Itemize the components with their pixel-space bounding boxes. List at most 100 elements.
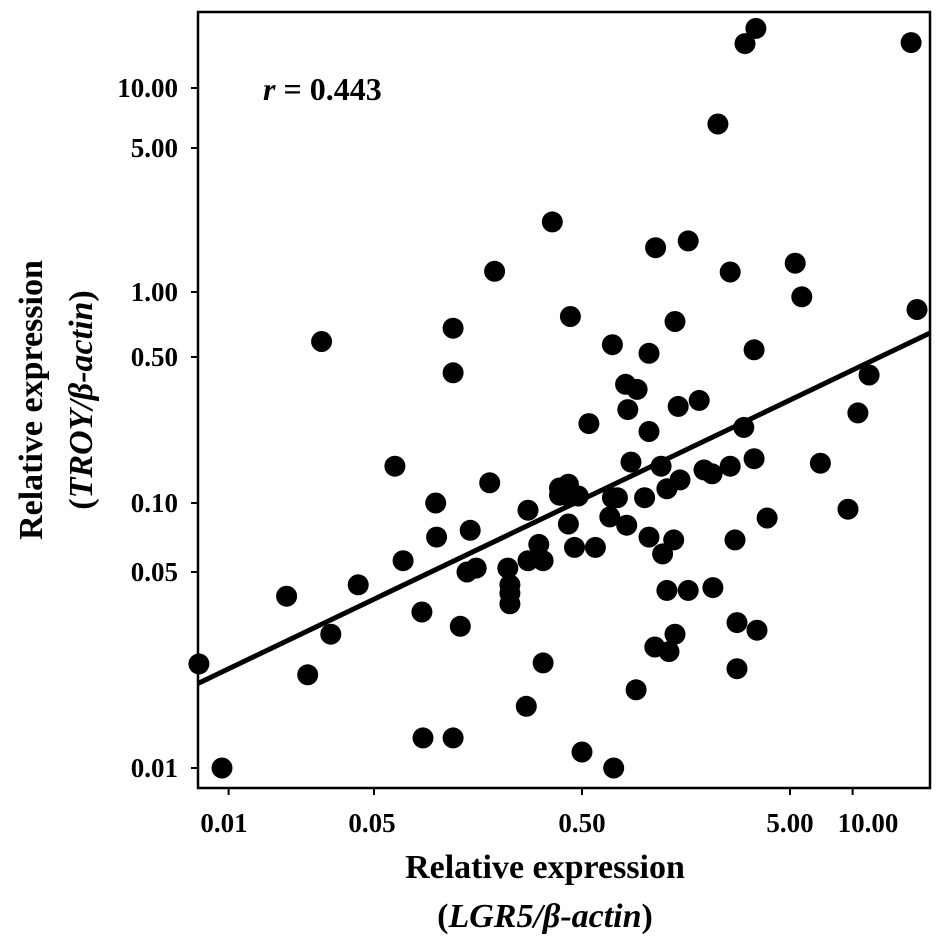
- x-gene: LGR5/β-actin: [447, 898, 641, 935]
- data-point: [658, 641, 680, 663]
- y-tick-label: 5.00: [131, 133, 178, 163]
- data-point: [726, 612, 748, 634]
- y-axis-title-line2: (TROY/β-actin): [63, 290, 100, 510]
- data-point: [465, 557, 487, 579]
- data-point: [497, 557, 519, 579]
- y-tick-label: 0.01: [131, 753, 178, 783]
- data-point: [347, 574, 369, 596]
- data-point: [442, 317, 464, 339]
- data-point: [384, 455, 406, 477]
- data-point: [425, 492, 447, 514]
- data-point: [664, 623, 686, 645]
- data-point: [745, 17, 767, 39]
- data-point: [559, 306, 581, 327]
- data-point: [442, 727, 464, 749]
- r-symbol: r: [263, 71, 276, 107]
- correlation-annotation: r = 0.443: [263, 71, 382, 107]
- data-point: [426, 526, 448, 548]
- data-point: [297, 664, 319, 686]
- data-point: [746, 619, 768, 641]
- data-point: [664, 311, 686, 332]
- data-point: [756, 507, 778, 529]
- x-tick-label: 0.01: [200, 808, 247, 838]
- data-point: [724, 529, 746, 551]
- data-point: [517, 499, 539, 521]
- y-axis-title-line1: Relative expression: [13, 260, 50, 540]
- plot-frame: [196, 10, 932, 790]
- data-point: [719, 261, 741, 283]
- data-point: [517, 550, 539, 572]
- y-close: ): [63, 290, 100, 301]
- y-tick-label: 0.50: [131, 342, 178, 372]
- data-point: [320, 623, 342, 645]
- data-point: [719, 455, 741, 477]
- data-point: [858, 364, 880, 386]
- x-tick-label: 10.00: [838, 808, 899, 838]
- data-point: [677, 579, 699, 601]
- y-tick-label: 0.10: [131, 488, 178, 518]
- data-point: [638, 342, 660, 364]
- data-point: [677, 230, 699, 252]
- data-point: [625, 679, 647, 701]
- data-point: [515, 695, 537, 717]
- data-point: [809, 452, 831, 474]
- y-tick-label: 10.00: [117, 73, 178, 103]
- data-point: [734, 33, 756, 55]
- y-tick-label: 0.05: [131, 557, 178, 587]
- y-tick-label: 1.00: [131, 277, 178, 307]
- data-point: [541, 211, 563, 233]
- x-tick-label: 0.50: [558, 808, 605, 838]
- data-point: [656, 579, 678, 601]
- data-point: [906, 299, 928, 320]
- data-point: [499, 593, 521, 615]
- data-point: [603, 757, 625, 779]
- data-point: [479, 472, 501, 494]
- data-point: [584, 536, 606, 558]
- data-point: [726, 658, 748, 680]
- regression-line: [196, 330, 931, 686]
- data-point: [411, 601, 433, 623]
- data-point: [606, 487, 628, 509]
- r-value: = 0.443: [275, 71, 381, 107]
- data-point: [900, 32, 922, 54]
- data-point: [311, 331, 333, 352]
- data-point: [528, 533, 550, 555]
- data-point: [459, 519, 481, 541]
- y-gene: TROY/β-actin: [63, 302, 100, 499]
- data-point: [638, 526, 660, 548]
- data-point: [688, 389, 710, 411]
- data-point: [847, 402, 869, 424]
- data-point: [564, 536, 585, 558]
- data-point: [412, 727, 434, 749]
- data-point: [484, 260, 506, 282]
- data-point: [599, 506, 621, 528]
- data-point: [784, 252, 806, 274]
- data-point: [620, 451, 642, 473]
- x-axis: 0.01 0.05 0.50 5.00 10.00: [200, 788, 898, 838]
- data-point: [532, 652, 554, 674]
- data-point: [663, 529, 685, 551]
- data-point: [449, 615, 471, 637]
- x-axis-title-line2: (LGR5/β-actin): [437, 898, 653, 935]
- data-point: [652, 543, 674, 565]
- y-axis: 0.01 0.05 0.10 0.50 1.00 5.00 10.00: [117, 73, 198, 783]
- data-point: [837, 498, 859, 520]
- data-point: [645, 237, 667, 259]
- data-point: [743, 448, 765, 470]
- data-point: [601, 334, 623, 356]
- x-axis-title-line1: Relative expression: [405, 849, 685, 886]
- data-point: [392, 550, 414, 572]
- data-point: [702, 577, 724, 599]
- x-close: ): [642, 898, 653, 935]
- data-point: [701, 463, 723, 485]
- data-point: [442, 362, 464, 384]
- fit-layer: [196, 330, 931, 686]
- data-point: [743, 339, 765, 361]
- x-tick-label: 5.00: [766, 808, 813, 838]
- x-tick-label: 0.05: [348, 808, 395, 838]
- data-point: [616, 514, 638, 536]
- x-open: (: [437, 898, 448, 935]
- data-point: [634, 487, 656, 509]
- data-point: [617, 399, 639, 421]
- data-point: [669, 469, 691, 491]
